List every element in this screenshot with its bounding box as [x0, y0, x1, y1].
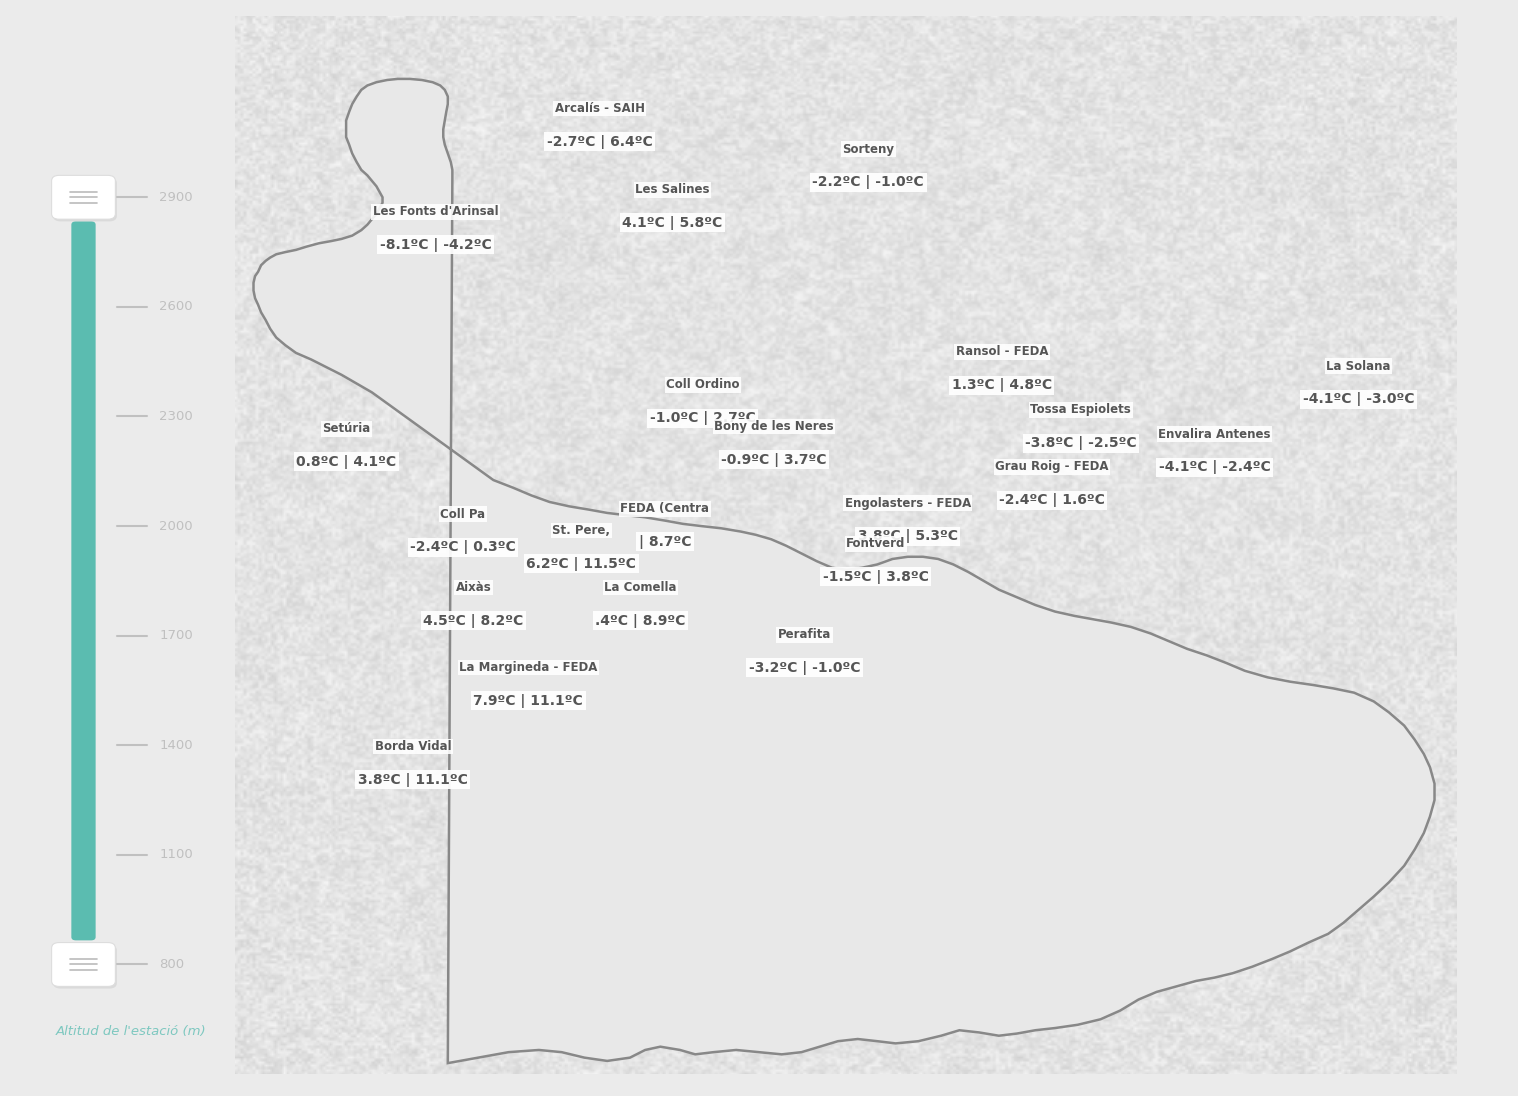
Text: 2600: 2600: [159, 300, 193, 313]
FancyBboxPatch shape: [71, 221, 96, 940]
Text: -2.2ºC | -1.0ºC: -2.2ºC | -1.0ºC: [812, 175, 924, 190]
Text: Altitud de l'estació (m): Altitud de l'estació (m): [56, 1025, 206, 1038]
Text: Fontverd: Fontverd: [846, 537, 906, 550]
Text: 7.9ºC | 11.1ºC: 7.9ºC | 11.1ºC: [474, 694, 583, 708]
Text: Borda Vidal: Borda Vidal: [375, 740, 451, 753]
Text: 2000: 2000: [159, 520, 193, 533]
Text: Bony de les Neres: Bony de les Neres: [715, 420, 833, 433]
Text: Les Salines: Les Salines: [635, 183, 710, 196]
FancyBboxPatch shape: [52, 175, 115, 219]
Text: Envalira Antenes: Envalira Antenes: [1158, 427, 1271, 441]
Text: Ransol - FEDA: Ransol - FEDA: [956, 345, 1047, 358]
FancyBboxPatch shape: [53, 945, 117, 989]
Polygon shape: [254, 79, 1435, 1063]
Text: 1400: 1400: [159, 739, 193, 752]
Text: 2300: 2300: [159, 410, 193, 423]
Text: .4ºC | 8.9ºC: .4ºC | 8.9ºC: [595, 614, 686, 628]
Text: Engolasters - FEDA: Engolasters - FEDA: [844, 496, 972, 510]
Text: Grau Roig - FEDA: Grau Roig - FEDA: [996, 460, 1108, 473]
Text: -4.1ºC | -3.0ºC: -4.1ºC | -3.0ºC: [1302, 392, 1415, 407]
Text: -1.5ºC | 3.8ºC: -1.5ºC | 3.8ºC: [823, 570, 929, 584]
Text: 1.3ºC | 4.8ºC: 1.3ºC | 4.8ºC: [952, 378, 1052, 392]
Text: -2.4ºC | 0.3ºC: -2.4ºC | 0.3ºC: [410, 540, 516, 555]
Text: 2900: 2900: [159, 191, 193, 204]
FancyBboxPatch shape: [52, 943, 115, 986]
Text: Coll Pa: Coll Pa: [440, 507, 486, 521]
Text: -4.1ºC | -2.4ºC: -4.1ºC | -2.4ºC: [1158, 460, 1271, 475]
Text: -3.2ºC | -1.0ºC: -3.2ºC | -1.0ºC: [748, 661, 861, 675]
Text: -2.4ºC | 1.6ºC: -2.4ºC | 1.6ºC: [999, 493, 1105, 507]
Text: | 8.7ºC: | 8.7ºC: [639, 535, 691, 549]
Text: 0.8ºC | 4.1ºC: 0.8ºC | 4.1ºC: [296, 455, 396, 469]
Text: Arcalís - SAIH: Arcalís - SAIH: [554, 102, 645, 115]
Text: St. Pere,: St. Pere,: [553, 524, 610, 537]
Text: FEDA (Centra: FEDA (Centra: [621, 502, 709, 515]
Text: Setúria: Setúria: [322, 422, 370, 435]
Text: Tossa Espiolets: Tossa Espiolets: [1031, 403, 1131, 416]
Text: Perafita: Perafita: [777, 628, 832, 641]
Text: La Margineda - FEDA: La Margineda - FEDA: [458, 661, 598, 674]
Text: Aixàs: Aixàs: [455, 581, 492, 594]
Text: 4.5ºC | 8.2ºC: 4.5ºC | 8.2ºC: [424, 614, 524, 628]
Text: -3.8ºC | -2.5ºC: -3.8ºC | -2.5ºC: [1025, 436, 1137, 450]
Text: 3.8ºC | 11.1ºC: 3.8ºC | 11.1ºC: [358, 773, 468, 787]
FancyBboxPatch shape: [53, 178, 117, 221]
Text: 1100: 1100: [159, 848, 193, 861]
Text: -1.0ºC | 2.7ºC: -1.0ºC | 2.7ºC: [650, 411, 756, 425]
Text: -0.9ºC | 3.7ºC: -0.9ºC | 3.7ºC: [721, 453, 827, 467]
Text: Les Fonts d'Arinsal: Les Fonts d'Arinsal: [373, 205, 498, 218]
Text: Sorteny: Sorteny: [842, 142, 894, 156]
Text: 4.1ºC | 5.8ºC: 4.1ºC | 5.8ºC: [622, 216, 723, 230]
Text: 6.2ºC | 11.5ºC: 6.2ºC | 11.5ºC: [527, 557, 636, 571]
Text: -8.1ºC | -4.2ºC: -8.1ºC | -4.2ºC: [380, 238, 492, 252]
Text: La Solana: La Solana: [1327, 359, 1390, 373]
Text: -2.7ºC | 6.4ºC: -2.7ºC | 6.4ºC: [546, 135, 653, 149]
Text: Coll Ordino: Coll Ordino: [666, 378, 739, 391]
Text: 1700: 1700: [159, 629, 193, 642]
Text: 3.8ºC | 5.3ºC: 3.8ºC | 5.3ºC: [858, 529, 958, 544]
Text: 800: 800: [159, 958, 185, 971]
Text: La Comella: La Comella: [604, 581, 677, 594]
